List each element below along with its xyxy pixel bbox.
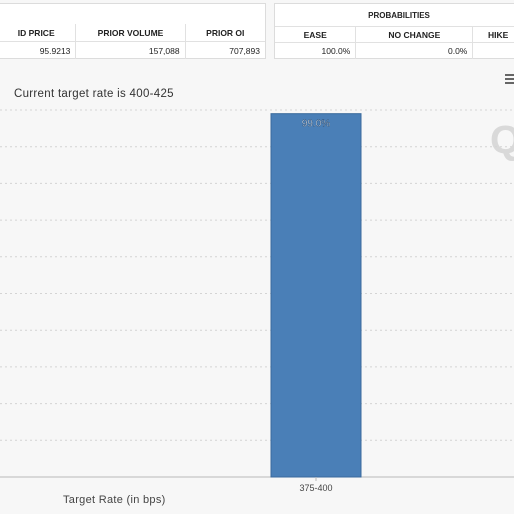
value-cell: 95.9213 xyxy=(0,42,77,59)
value-cell: 707,893 xyxy=(229,45,260,56)
header-cell: NO CHANGE xyxy=(356,27,474,42)
header-cell: ID PRICE xyxy=(0,24,77,41)
bar-data-label: 99.0% xyxy=(302,119,330,130)
table-title-row: PROBABILITIES xyxy=(275,4,514,27)
header-cell: PRIOR VOLUME xyxy=(76,24,186,41)
table-row: 95.9213 157,088 707,893 xyxy=(0,42,265,59)
watermark-logo: Q xyxy=(490,118,514,162)
value-cell: 0.0% xyxy=(356,43,474,59)
chart-area xyxy=(0,64,514,514)
x-axis-label: Target Rate (in bps) xyxy=(63,494,166,506)
header-cell: HIKE xyxy=(488,29,509,40)
probabilities-table: PROBABILITIES EASE NO CHANGE HIKE 100.0%… xyxy=(274,3,514,59)
hamburger-menu-icon[interactable] xyxy=(505,74,514,84)
table-header-row: ID PRICE PRIOR VOLUME PRIOR OI xyxy=(0,24,265,42)
bar-375-400[interactable] xyxy=(270,113,362,478)
header-cell: PRIOR OI xyxy=(206,27,245,38)
value-cell: 157,088 xyxy=(76,42,186,59)
chart-title: Current target rate is 400-425 xyxy=(14,88,174,100)
table-header-row: EASE NO CHANGE HIKE xyxy=(275,27,514,43)
table-row: 100.0% 0.0% xyxy=(275,43,514,59)
header-cell: EASE xyxy=(275,27,357,42)
x-tick-label: 375-400 xyxy=(299,483,332,493)
contract-info-table: ID PRICE PRIOR VOLUME PRIOR OI 95.9213 1… xyxy=(0,3,266,59)
value-cell: 100.0% xyxy=(275,43,357,59)
table-title: PROBABILITIES xyxy=(368,10,430,20)
